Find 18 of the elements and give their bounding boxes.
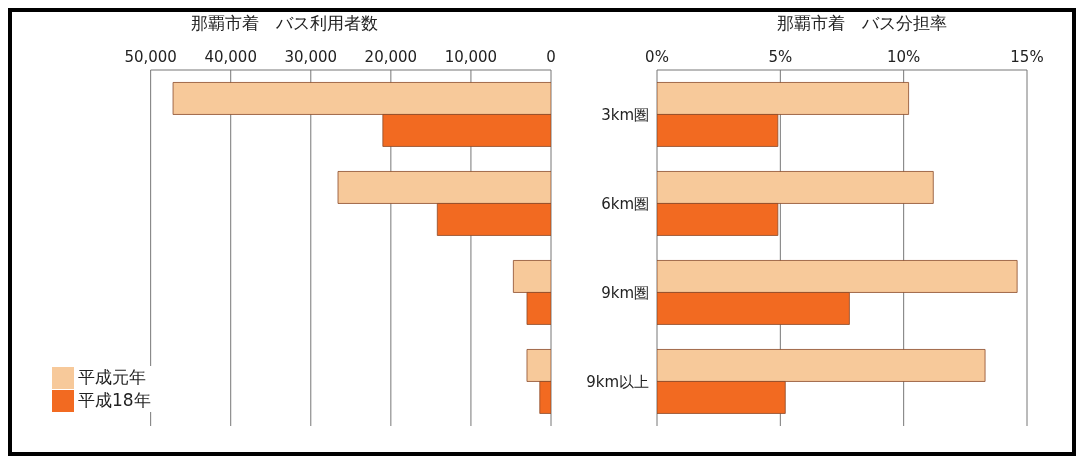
x-tick-label: 40,000 bbox=[204, 48, 257, 66]
legend-label: 平成18年 bbox=[78, 390, 151, 410]
chart-title: 那覇市着 バス利用者数 bbox=[190, 12, 379, 35]
x-tick-label: 0 bbox=[546, 48, 556, 66]
y-tick-label: 9km以上 bbox=[586, 372, 649, 391]
x-tick-label: 0% bbox=[645, 48, 669, 66]
chart-title: 那覇市着 バス分担率 bbox=[776, 12, 948, 35]
x-tick-label: 10% bbox=[886, 48, 921, 66]
legend-label: 平成元年 bbox=[78, 367, 146, 387]
x-tick-label: 50,000 bbox=[124, 48, 177, 66]
x-tick-label: 15% bbox=[1010, 48, 1044, 66]
x-tick-label: 10,000 bbox=[444, 48, 498, 66]
x-tick-label: 30,000 bbox=[284, 48, 338, 66]
x-tick-label: 5% bbox=[768, 48, 793, 66]
y-tick-label: 6km圏 bbox=[601, 194, 649, 213]
y-tick-label: 9km圏 bbox=[601, 283, 649, 302]
y-tick-label: 3km圏 bbox=[601, 105, 649, 124]
x-tick-label: 20,000 bbox=[364, 48, 418, 66]
